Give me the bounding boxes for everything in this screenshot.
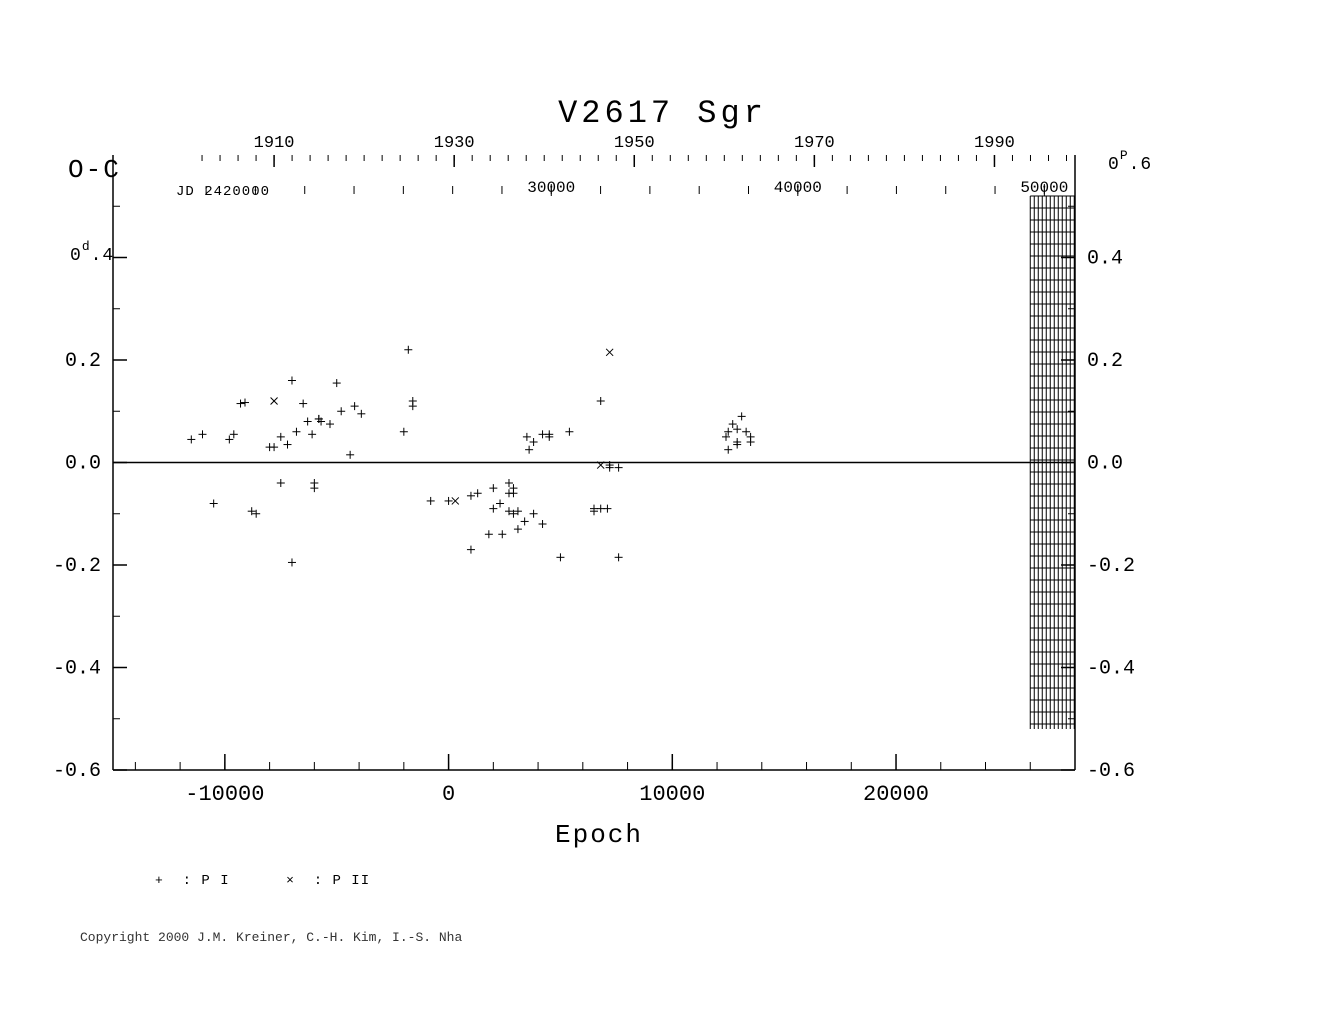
svg-text:1910: 1910	[254, 134, 295, 153]
plot-area: -10000 0 10000 20000 -0.6 -0.4 -0.2 0.0 0.2 -0.6 -…	[0, 0, 1325, 1020]
svg-text:20000: 20000	[863, 782, 929, 807]
svg-text:-10000: -10000	[185, 782, 264, 807]
svg-text:1950: 1950	[614, 134, 655, 153]
svg-text:1990: 1990	[974, 134, 1015, 153]
legend: + : P I × : P II	[155, 873, 370, 889]
svg-text:0.0: 0.0	[1087, 453, 1123, 476]
svg-text:-0.2: -0.2	[53, 555, 101, 578]
svg-text:-0.2: -0.2	[1087, 555, 1135, 578]
svg-text:0.0: 0.0	[65, 453, 101, 476]
svg-text:0: 0	[442, 782, 455, 807]
svg-text:1930: 1930	[434, 134, 475, 153]
svg-text:1970: 1970	[794, 134, 835, 153]
svg-text:-0.6: -0.6	[1087, 760, 1135, 783]
page-root: V2617 Sgr O-C 0d.4 0P.6 JD 2420000 Epoch…	[0, 0, 1325, 1020]
legend-p1-label: : P I	[183, 873, 230, 889]
svg-text:0.2: 0.2	[65, 350, 101, 373]
svg-text:-0.6: -0.6	[53, 760, 101, 783]
legend-p2-marker: ×	[286, 873, 295, 888]
svg-text:0.4: 0.4	[1087, 248, 1123, 271]
svg-text:-0.4: -0.4	[53, 658, 101, 681]
svg-text:0.2: 0.2	[1087, 350, 1123, 373]
svg-text:10000: 10000	[639, 782, 705, 807]
legend-p2-label: : P II	[314, 873, 370, 889]
legend-p1-marker: +	[155, 873, 164, 888]
svg-text:-0.4: -0.4	[1087, 658, 1135, 681]
copyright-text: Copyright 2000 J.M. Kreiner, C.-H. Kim, …	[80, 930, 462, 945]
